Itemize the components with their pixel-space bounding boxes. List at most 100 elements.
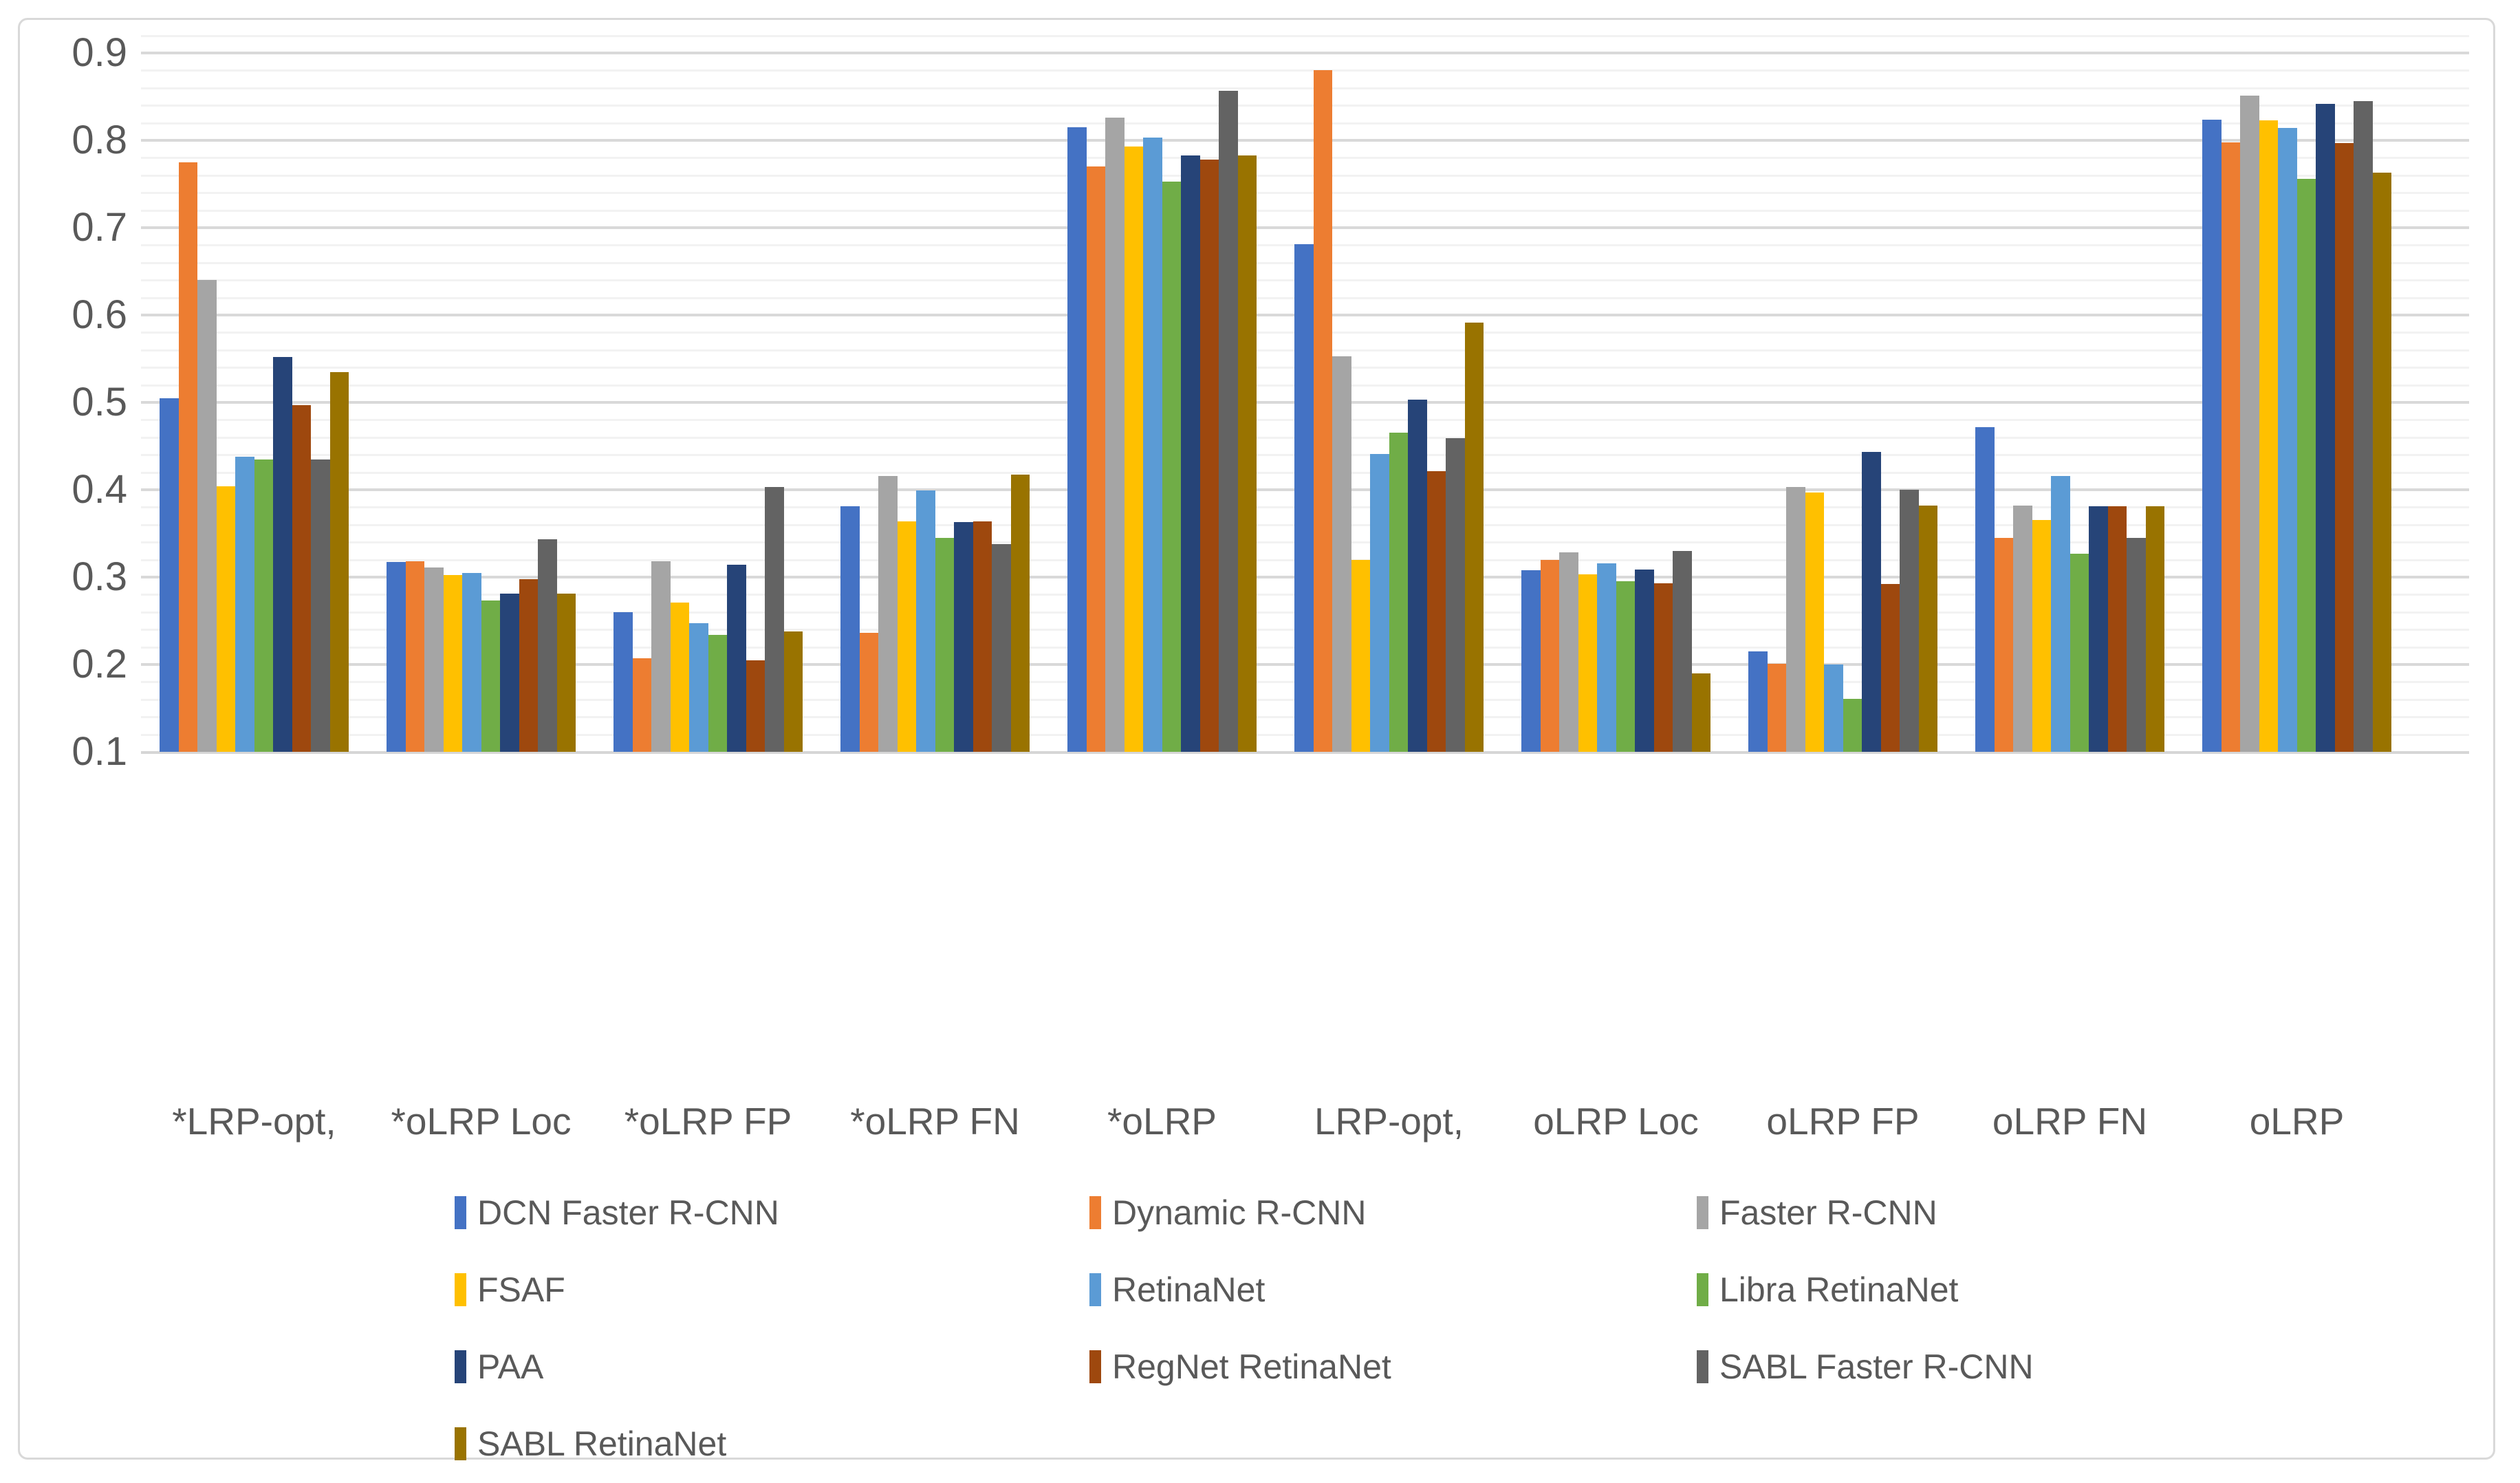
bar-fsaf--lrp-opt- (216, 486, 235, 752)
x-axis-line (141, 751, 2469, 754)
bar-fsaf-lrp-opt- (1351, 559, 1370, 752)
bar-regnet-retinanet-olrp (2334, 142, 2354, 752)
bar-fsaf-olrp-fn (2032, 520, 2051, 752)
legend-label: Dynamic R-CNN (1112, 1193, 1367, 1232)
bar-libra-retinanet--olrp (1162, 181, 1181, 752)
legend-swatch-icon (1697, 1273, 1708, 1306)
bar-sabl-retinanet-olrp (2372, 172, 2391, 752)
legend-label: FSAF (477, 1270, 565, 1309)
legend-label: PAA (477, 1347, 544, 1386)
bar-dynamic-r-cnn--lrp-opt- (178, 162, 197, 752)
bar-libra-retinanet--olrp-fp (708, 634, 727, 752)
bar-faster-r-cnn-olrp (2240, 96, 2259, 752)
bar-libra-retinanet-olrp-fn (2070, 553, 2089, 752)
bar-retinanet--olrp-fn (916, 490, 935, 752)
minor-gridline-0.74 (141, 192, 2469, 195)
bar-fsaf-olrp-fp (1805, 492, 1824, 752)
legend-item-dcn-faster-r-cnn: DCN Faster R-CNN (455, 1192, 779, 1233)
legend-swatch-icon (455, 1427, 466, 1460)
legend-label: RegNet RetinaNet (1112, 1347, 1391, 1386)
y-tick-label-0.2: 0.2 (72, 642, 127, 686)
bar-retinanet-olrp-fn (2051, 475, 2070, 752)
legend-swatch-icon (1089, 1350, 1101, 1383)
bar-sabl-retinanet--olrp (1237, 155, 1257, 752)
bar-dcn-faster-r-cnn--olrp-fp (613, 611, 633, 752)
y-tick-label-0.9: 0.9 (72, 30, 127, 75)
x-category-label-10: oLRP (2249, 1100, 2345, 1143)
bar-dynamic-r-cnn--olrp-fn (859, 633, 878, 752)
legend-item-paa: PAA (455, 1346, 543, 1387)
major-gridline-0.70 (141, 226, 2469, 229)
minor-gridline-0.76 (141, 174, 2469, 177)
legend-label: DCN Faster R-CNN (477, 1193, 779, 1232)
bar-dcn-faster-r-cnn-olrp (2202, 119, 2222, 752)
bar-dcn-faster-r-cnn-lrp-opt- (1294, 244, 1314, 752)
bar-dcn-faster-r-cnn--olrp-loc (387, 562, 406, 752)
bar-retinanet-olrp (2278, 128, 2297, 752)
legend-swatch-icon (455, 1273, 466, 1306)
bar-sabl-retinanet-olrp-fp (1918, 505, 1937, 752)
y-tick-label-0.8: 0.8 (72, 118, 127, 162)
bar-faster-r-cnn-olrp-fp (1786, 487, 1805, 752)
bar-fsaf-olrp (2259, 120, 2278, 752)
bar-regnet-retinanet--olrp (1199, 159, 1219, 752)
bar-libra-retinanet-olrp (2296, 178, 2316, 752)
x-category-label-1: *LRP-opt, (172, 1100, 336, 1143)
legend-item-regnet-retinanet: RegNet RetinaNet (1089, 1346, 1391, 1387)
bar-libra-retinanet-olrp-fp (1843, 698, 1862, 752)
legend-swatch-icon (1697, 1196, 1708, 1229)
bar-fsaf--olrp-fn (897, 521, 916, 752)
legend-label: RetinaNet (1112, 1270, 1266, 1309)
bar-dynamic-r-cnn-olrp-loc (1540, 559, 1559, 752)
bar-paa--lrp-opt- (273, 356, 292, 752)
bar-faster-r-cnn-olrp-loc (1559, 552, 1578, 752)
bar-libra-retinanet-lrp-opt- (1389, 433, 1408, 752)
bar-regnet-retinanet--olrp-fn (973, 521, 992, 752)
bar-retinanet--olrp (1143, 138, 1162, 752)
y-tick-label-0.3: 0.3 (72, 554, 127, 599)
bar-paa-olrp (2316, 103, 2335, 752)
bar-regnet-retinanet--lrp-opt- (292, 404, 311, 752)
bar-sabl-faster-r-cnn-olrp (2354, 100, 2373, 752)
legend-item-dynamic-r-cnn: Dynamic R-CNN (1089, 1192, 1366, 1233)
bar-faster-r-cnn-lrp-opt- (1332, 356, 1351, 752)
bar-sabl-retinanet-olrp-fn (2145, 506, 2164, 752)
bar-sabl-retinanet-lrp-opt- (1464, 323, 1484, 752)
legend-item-libra-retinanet: Libra RetinaNet (1697, 1269, 1958, 1310)
x-category-label-5: *oLRP (1107, 1100, 1217, 1143)
x-category-label-8: oLRP FP (1766, 1100, 1920, 1143)
bar-sabl-faster-r-cnn--olrp-fn (992, 543, 1011, 752)
bar-libra-retinanet--lrp-opt- (254, 459, 273, 752)
bar-dcn-faster-r-cnn-olrp-fp (1748, 651, 1768, 752)
x-category-label-7: oLRP Loc (1533, 1100, 1699, 1143)
y-tick-label-0.5: 0.5 (72, 380, 127, 424)
bar-sabl-faster-r-cnn-olrp-loc (1673, 550, 1692, 752)
bar-retinanet-olrp-loc (1597, 563, 1616, 752)
bar-dcn-faster-r-cnn-olrp-loc (1521, 570, 1541, 752)
bar-libra-retinanet-olrp-loc (1616, 581, 1635, 752)
x-category-label-9: oLRP FN (1992, 1100, 2148, 1143)
y-tick-label-0.4: 0.4 (72, 467, 127, 512)
bar-sabl-retinanet--lrp-opt- (329, 371, 349, 752)
minor-gridline-0.92 (141, 34, 2469, 37)
y-tick-label-0.6: 0.6 (72, 292, 127, 337)
bar-paa-olrp-fp (1862, 452, 1881, 752)
x-category-label-6: LRP-opt, (1314, 1100, 1464, 1143)
legend-swatch-icon (455, 1350, 466, 1383)
legend-label: SABL Faster R-CNN (1719, 1347, 2034, 1386)
bar-dynamic-r-cnn--olrp (1086, 166, 1105, 752)
bar-faster-r-cnn--olrp-fp (651, 561, 671, 752)
legend-swatch-icon (1089, 1273, 1101, 1306)
legend-swatch-icon (1697, 1350, 1708, 1383)
bar-fsaf-olrp-loc (1578, 574, 1597, 752)
bar-sabl-faster-r-cnn--olrp-fp (765, 487, 784, 752)
bar-dynamic-r-cnn--olrp-fp (632, 658, 651, 752)
bar-dcn-faster-r-cnn-olrp-fn (1975, 426, 1995, 752)
legend-item-fsaf: FSAF (455, 1269, 565, 1310)
legend-label: SABL RetinaNet (477, 1425, 727, 1463)
bar-fsaf--olrp (1124, 146, 1143, 752)
bar-faster-r-cnn--olrp-loc (424, 567, 444, 752)
bar-retinanet--lrp-opt- (235, 456, 254, 752)
minor-gridline-0.88 (141, 69, 2469, 72)
minor-gridline-0.82 (141, 122, 2469, 125)
